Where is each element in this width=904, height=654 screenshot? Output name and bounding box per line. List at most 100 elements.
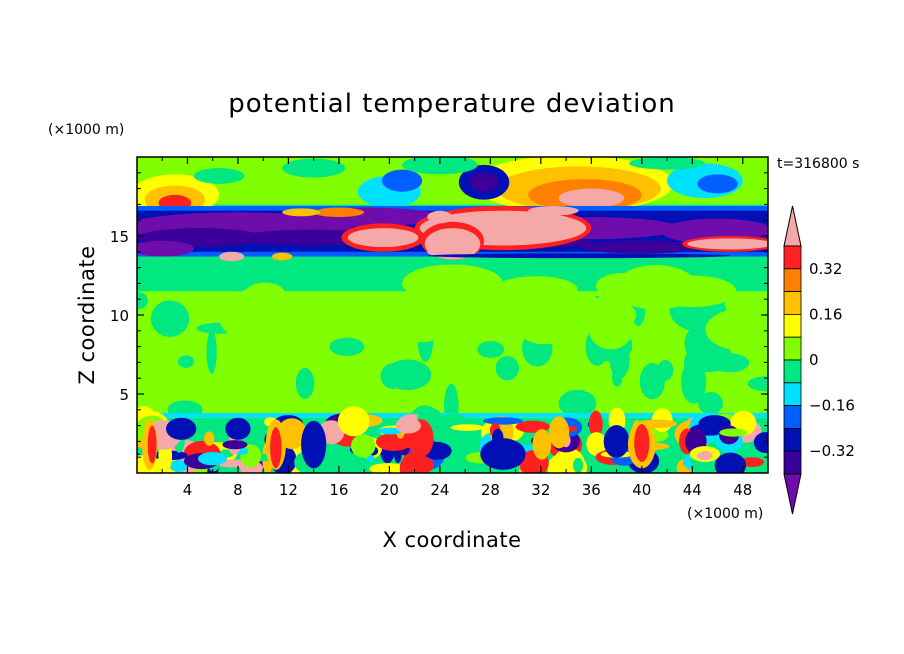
boundary-layer-cell (225, 417, 251, 440)
contour-patch (698, 392, 723, 415)
boundary-layer-cell (377, 427, 403, 435)
contour-patch (137, 291, 148, 310)
contour-patch (747, 376, 768, 392)
x-tick-label: 8 (233, 481, 243, 499)
boundary-layer-cell (169, 459, 189, 472)
upper-layer-patch (629, 157, 705, 170)
y-axis-label: Z coordinate (75, 245, 99, 384)
contour-patch (225, 291, 302, 314)
contour-patch (477, 341, 505, 358)
boundary-layer-cell (697, 450, 713, 461)
boundary-layer-cell (588, 410, 603, 438)
boundary-layer-cell (586, 432, 607, 456)
contour-patch (588, 309, 633, 350)
upper-layer-patch (468, 172, 500, 192)
boundary-layer-cell (532, 429, 552, 460)
contour-patch (385, 303, 453, 343)
contour-patch (609, 341, 630, 379)
contour-patch (710, 353, 750, 373)
boundary-layer-cell (573, 457, 584, 473)
contour-patch (206, 329, 217, 374)
boundary-layer-cell (603, 425, 630, 458)
x-unit-label: (×1000 m) (687, 506, 763, 522)
y-tick-label: 5 (119, 386, 129, 404)
colorbar-box (783, 382, 802, 406)
contour-patch (495, 356, 520, 381)
y-axis: 5 10 15 (110, 172, 768, 458)
colorbar-tick-label: 0 (809, 351, 819, 369)
boundary-layer-cell (222, 440, 248, 450)
x-axis: 4 8 12 16 20 24 28 32 36 40 44 48 (161, 157, 752, 499)
colorbar-box (783, 336, 802, 361)
x-axis-label: X coordinate (382, 528, 521, 552)
contour-patch (150, 300, 190, 337)
y-tick-label: 10 (110, 307, 129, 325)
colorbar-tick-label: 0.32 (809, 260, 842, 278)
contour-patch (295, 367, 315, 399)
x-tick-label: 12 (279, 481, 298, 499)
warm-anomaly (272, 252, 293, 261)
colorbar-tick-label: 0.16 (809, 305, 842, 323)
x-tick-label: 32 (531, 481, 550, 499)
boundary-layer-cell (337, 406, 370, 437)
contour-patch (427, 253, 731, 259)
contour-patch (684, 327, 709, 361)
warm-anomaly (282, 208, 320, 217)
colorbar-box (783, 268, 802, 292)
x-tick-label: 20 (380, 481, 399, 499)
x-tick-label: 36 (582, 481, 601, 499)
boundary-layer-cell (301, 420, 327, 469)
upper-layer-patch (282, 158, 346, 178)
colorbar-box (783, 313, 802, 338)
contour-patch (648, 275, 737, 308)
upper-layer-patch (558, 188, 625, 208)
boundary-layer-cell (375, 433, 412, 451)
warm-anomaly (219, 251, 245, 262)
boundary-layer-cell (482, 417, 524, 425)
colorbar-box (783, 291, 802, 315)
warm-anomaly (528, 205, 579, 216)
boundary-layer-cell (450, 424, 485, 431)
colorbar-extend-high (783, 205, 802, 247)
contour-patch (657, 360, 674, 381)
contour-field (137, 157, 768, 473)
boundary-layer-cell (399, 451, 429, 473)
x-tick-label: 44 (683, 481, 702, 499)
contour-patch (558, 389, 597, 418)
boundary-layer-cell (270, 427, 282, 469)
boundary-layer-cell (714, 452, 747, 473)
colorbar-extend-low (783, 473, 802, 515)
contour-patch (329, 337, 365, 356)
cold-anomaly (137, 240, 194, 257)
x-tick-label: 28 (481, 481, 500, 499)
boundary-layer-cell (753, 432, 768, 453)
boundary-layer-cell (204, 431, 215, 446)
contour-patch (705, 308, 768, 351)
contour-patch (402, 264, 503, 303)
colorbar: 0.32 0.16 0 −0.16 −0.32 (783, 205, 855, 515)
contour-patch (528, 291, 604, 323)
chart-title: potential temperature deviation (228, 89, 675, 119)
warm-anomaly (427, 210, 453, 224)
contour-patch (380, 363, 406, 389)
y-tick-label: 15 (110, 228, 129, 246)
colorbar-box (783, 450, 802, 475)
time-label: t=316800 s (777, 156, 859, 172)
x-tick-label: 48 (733, 481, 752, 499)
boundary-layer-cell (369, 463, 407, 473)
upper-layer-patch (193, 168, 245, 184)
x-tick-label: 16 (329, 481, 348, 499)
upper-layer-patch (402, 157, 478, 175)
x-tick-label: 40 (632, 481, 651, 499)
colorbar-box (783, 427, 802, 452)
y-unit-label: (×1000 m) (48, 122, 124, 138)
boundary-layer-cell (166, 417, 197, 440)
boundary-layer-cell (350, 434, 376, 458)
warm-anomaly (313, 207, 365, 218)
boundary-layer-cell (197, 451, 227, 466)
x-tick-label: 24 (430, 481, 449, 499)
cold-anomaly (578, 240, 705, 254)
colorbar-tick-label: −0.16 (809, 397, 855, 415)
colorbar-box (783, 245, 802, 270)
